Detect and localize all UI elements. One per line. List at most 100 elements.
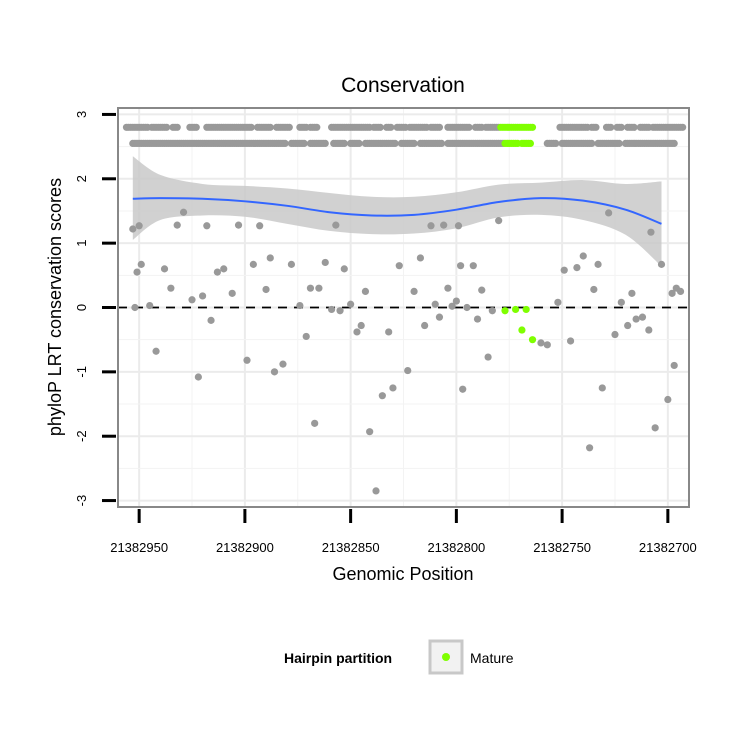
other-point: [448, 302, 456, 310]
y-tick-label: -2: [74, 430, 89, 442]
other-point: [179, 208, 188, 216]
other-point: [279, 360, 287, 368]
other-point: [357, 321, 365, 330]
rug-point-other: [340, 139, 348, 147]
rug-point-other: [617, 123, 625, 131]
other-point: [573, 264, 581, 272]
rug-point-mature: [528, 123, 537, 131]
other-point: [131, 303, 139, 312]
other-point: [146, 301, 154, 310]
rug-point-other: [679, 123, 687, 131]
other-point: [404, 366, 412, 375]
rug-point-other: [376, 123, 384, 131]
x-axis-title: Genomic Position: [332, 564, 473, 584]
other-point: [647, 228, 655, 236]
other-point: [160, 265, 169, 273]
rug-point-other: [630, 123, 638, 131]
other-point: [444, 284, 452, 292]
mature-point: [511, 305, 520, 314]
other-point: [543, 341, 551, 349]
other-point: [668, 289, 676, 297]
y-axis: -3 -2 -1 0 1 2 3: [74, 111, 116, 506]
grid-lines: [118, 108, 689, 507]
rug-point-other: [465, 123, 473, 131]
rug-point-other: [387, 123, 395, 131]
rug-point-other: [300, 139, 308, 147]
other-point: [495, 217, 503, 225]
rug-point-other: [247, 123, 255, 131]
other-point: [435, 313, 444, 321]
other-point: [628, 289, 636, 297]
other-point: [213, 268, 221, 276]
other-point: [410, 287, 418, 296]
rug-point-other: [592, 123, 600, 131]
rug-point-other: [355, 139, 363, 147]
plot-frame: [117, 107, 690, 508]
other-point: [537, 339, 545, 347]
rug-point-other: [266, 123, 274, 131]
rug-point-other: [391, 139, 399, 147]
other-point: [347, 300, 355, 308]
y-tick-label: 1: [74, 240, 89, 247]
other-point: [632, 315, 640, 323]
other-point: [311, 419, 319, 427]
rug-point-other: [435, 123, 444, 131]
rug-point-other: [281, 139, 289, 147]
rug-point-mature: [526, 139, 534, 147]
other-point: [340, 265, 348, 273]
other-point: [306, 284, 315, 292]
other-point: [302, 332, 310, 341]
mature-point: [522, 305, 530, 314]
other-point: [152, 347, 160, 355]
rug-point-other: [163, 123, 171, 131]
other-point: [463, 303, 471, 312]
other-point: [645, 326, 653, 334]
x-axis: 21382950 21382900 21382850 21382800 21382750…: [110, 509, 697, 555]
other-point: [372, 487, 380, 495]
other-point: [651, 424, 659, 432]
other-point: [478, 286, 486, 294]
rug-point-other: [313, 123, 321, 131]
other-point: [228, 289, 236, 297]
other-point: [427, 222, 435, 230]
x-tick-label: 21382900: [216, 540, 274, 555]
other-point: [133, 268, 141, 276]
other-point: [287, 260, 296, 268]
other-point: [135, 222, 143, 230]
other-point: [243, 356, 251, 364]
other-point: [361, 287, 370, 296]
other-point: [203, 222, 211, 230]
other-point: [378, 392, 386, 400]
other-point: [385, 328, 393, 336]
other-point: [194, 373, 202, 381]
chart-title: Conservation: [341, 74, 465, 97]
y-axis-title: phyloP LRT conservation scores: [45, 178, 65, 436]
other-point: [315, 284, 323, 292]
other-point: [389, 384, 397, 392]
y-tick-label: -1: [74, 366, 89, 378]
rug-point-other: [615, 139, 623, 147]
rug-point-other: [321, 139, 329, 147]
other-point: [459, 385, 467, 393]
other-point: [598, 384, 606, 392]
rug-points: [122, 123, 687, 147]
other-point: [590, 285, 598, 294]
other-point: [256, 222, 264, 230]
other-point: [234, 221, 243, 229]
other-point: [266, 254, 274, 262]
other-point: [332, 221, 340, 229]
rug-point-other: [437, 139, 446, 147]
other-point: [605, 209, 613, 217]
other-point: [440, 221, 448, 229]
other-point: [452, 297, 460, 305]
rug-point-other: [410, 139, 418, 147]
other-point: [198, 292, 207, 300]
other-point: [579, 252, 587, 260]
other-point: [353, 328, 361, 336]
other-point: [664, 395, 672, 404]
other-point: [670, 361, 678, 370]
rug-point-other: [607, 123, 615, 131]
other-point: [638, 313, 647, 321]
legend: Hairpin partition Mature: [284, 639, 514, 675]
